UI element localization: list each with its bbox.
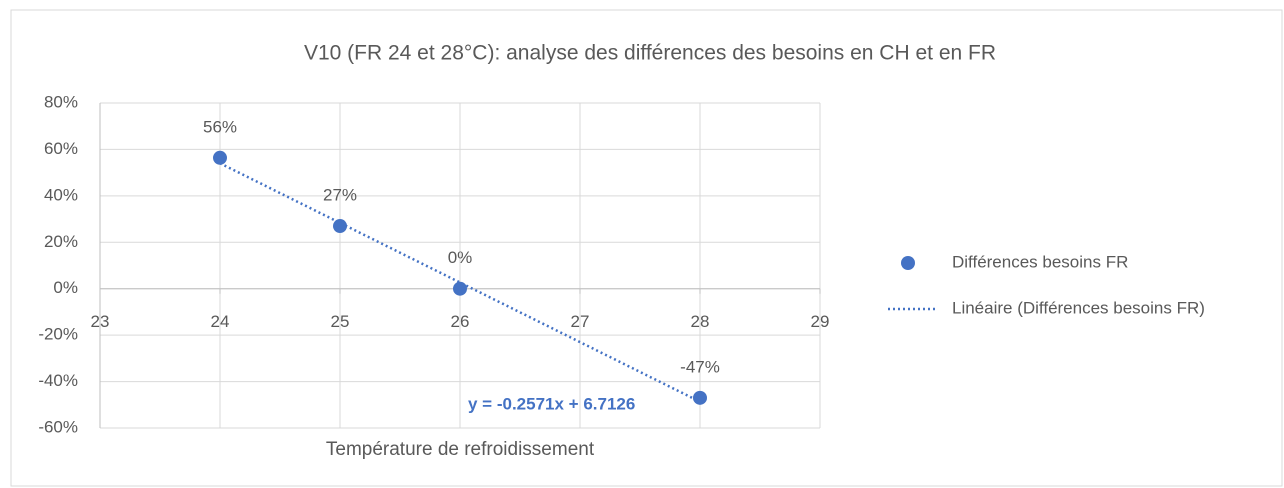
chart-title: V10 (FR 24 et 28°C): analyse des différe… bbox=[304, 42, 996, 65]
point bbox=[213, 150, 227, 165]
data-label: 0% bbox=[448, 248, 473, 267]
y-tick-label: -20% bbox=[38, 325, 78, 344]
y-tick-label: -40% bbox=[38, 371, 78, 390]
x-axis-title: Température de refroidissement bbox=[326, 439, 595, 460]
data-label: -47% bbox=[680, 357, 720, 376]
point bbox=[333, 219, 347, 234]
y-tick-label: 40% bbox=[44, 185, 78, 204]
x-tick-label: 28 bbox=[691, 312, 710, 331]
y-tick-label: 20% bbox=[44, 232, 78, 251]
point bbox=[453, 281, 467, 296]
x-tick-label: 27 bbox=[571, 312, 590, 331]
trendline bbox=[219, 162, 701, 403]
y-tick-label: 80% bbox=[44, 92, 78, 111]
point bbox=[693, 390, 707, 405]
y-tick-label: 60% bbox=[44, 139, 78, 158]
legend-label: Différences besoins FR bbox=[952, 252, 1128, 271]
legend-marker bbox=[901, 256, 915, 270]
y-tick-label: -60% bbox=[38, 417, 78, 436]
legend-label: Linéaire (Différences besoins FR) bbox=[952, 298, 1205, 317]
x-tick-label: 29 bbox=[811, 312, 830, 331]
y-tick-label: 0% bbox=[53, 278, 78, 297]
chart-frame bbox=[10, 9, 1283, 487]
x-tick-label: 26 bbox=[451, 312, 470, 331]
data-label: 56% bbox=[203, 117, 237, 136]
x-tick-label: 25 bbox=[331, 312, 350, 331]
x-tick-label: 24 bbox=[211, 312, 230, 331]
data-label: 27% bbox=[323, 186, 357, 205]
trendline-equation: y = -0.2571x + 6.7126 bbox=[468, 394, 635, 413]
